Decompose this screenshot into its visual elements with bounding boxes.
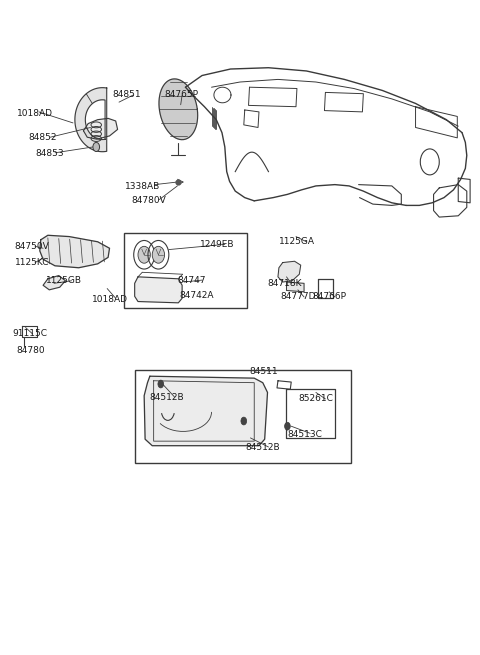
Polygon shape	[278, 261, 301, 282]
Text: 1125KC: 1125KC	[14, 258, 49, 267]
Text: 84512B: 84512B	[246, 443, 280, 452]
Text: 84765P: 84765P	[164, 90, 198, 100]
Circle shape	[285, 422, 290, 430]
Text: 1018AD: 1018AD	[92, 295, 128, 304]
Text: 85261C: 85261C	[298, 394, 333, 403]
Polygon shape	[84, 119, 118, 139]
Text: 1018AD: 1018AD	[17, 109, 53, 118]
Text: 84780: 84780	[16, 346, 45, 355]
Polygon shape	[159, 79, 198, 140]
Text: 84851: 84851	[112, 90, 141, 100]
Polygon shape	[43, 276, 65, 290]
Text: 84750V: 84750V	[14, 242, 49, 251]
Text: 84777D: 84777D	[280, 293, 316, 301]
Polygon shape	[75, 88, 107, 152]
Text: 84747: 84747	[178, 276, 206, 285]
Text: 84513C: 84513C	[288, 430, 322, 438]
Text: 84512B: 84512B	[150, 393, 184, 402]
Text: 1125GA: 1125GA	[279, 237, 315, 246]
Circle shape	[241, 417, 247, 425]
Text: 84766P: 84766P	[312, 293, 346, 301]
Text: 91115C: 91115C	[12, 329, 47, 339]
Polygon shape	[40, 235, 109, 268]
Text: 84852: 84852	[29, 134, 58, 142]
Text: 1338AB: 1338AB	[125, 182, 160, 191]
Polygon shape	[287, 282, 304, 291]
Text: 84742A: 84742A	[180, 291, 214, 299]
Circle shape	[138, 246, 150, 263]
Text: 84511: 84511	[250, 367, 278, 376]
Circle shape	[152, 246, 165, 263]
Circle shape	[93, 142, 99, 151]
Text: 84780V: 84780V	[131, 196, 166, 206]
Text: 1125GB: 1125GB	[46, 276, 82, 285]
Polygon shape	[144, 376, 267, 445]
Circle shape	[158, 380, 164, 388]
Text: 1249EB: 1249EB	[200, 240, 234, 249]
Text: 84853: 84853	[35, 149, 64, 158]
Text: 84718K: 84718K	[267, 279, 302, 288]
Polygon shape	[135, 277, 182, 303]
